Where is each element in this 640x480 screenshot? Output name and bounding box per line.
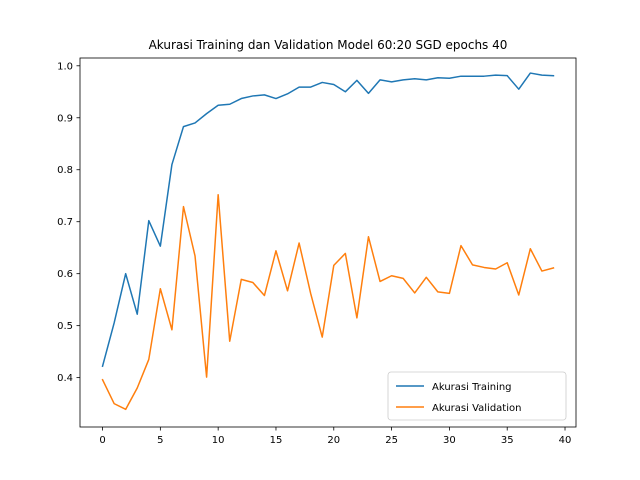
y-tick-label: 0.9 xyxy=(57,113,73,124)
y-tick-label: 0.6 xyxy=(57,269,73,280)
legend: Akurasi Training Akurasi Validation xyxy=(387,371,567,421)
x-tick-label: 30 xyxy=(443,435,456,446)
y-tick-label: 0.8 xyxy=(57,165,73,176)
axes-frame xyxy=(79,57,577,428)
x-tick-label: 10 xyxy=(212,435,225,446)
x-tick-label: 15 xyxy=(270,435,283,446)
y-axis: 0.4 0.5 0.6 0.7 0.8 0.9 1.0 xyxy=(57,61,80,384)
x-tick-label: 20 xyxy=(327,435,340,446)
x-tick-label: 5 xyxy=(157,435,163,446)
y-tick-label: 1.0 xyxy=(57,61,73,72)
x-tick-label: 25 xyxy=(385,435,398,446)
y-tick-label: 0.5 xyxy=(57,321,73,332)
x-tick-label: 0 xyxy=(99,435,105,446)
x-tick-label: 35 xyxy=(501,435,514,446)
y-tick-label: 0.7 xyxy=(57,217,73,228)
series-line-training xyxy=(101,72,555,368)
y-tick-label: 0.4 xyxy=(57,373,73,384)
legend-label: Akurasi Validation xyxy=(432,403,521,414)
chart-title: Akurasi Training dan Validation Model 60… xyxy=(149,38,508,52)
x-axis: 0 5 10 15 20 25 30 35 40 xyxy=(99,427,571,446)
legend-box xyxy=(387,371,567,421)
series-line-validation xyxy=(101,193,555,411)
legend-label: Akurasi Training xyxy=(432,382,512,393)
plot-area xyxy=(101,72,555,411)
x-tick-label: 40 xyxy=(559,435,572,446)
